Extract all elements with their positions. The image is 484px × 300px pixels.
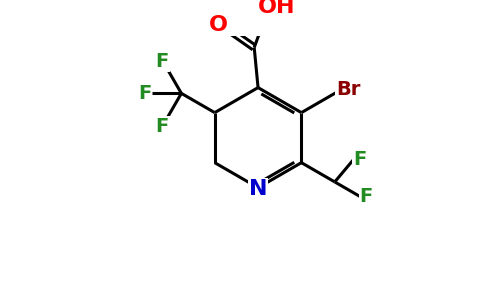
Text: Br: Br [336,80,361,99]
Text: O: O [209,15,227,34]
Text: F: F [155,117,169,136]
Text: N: N [249,179,267,199]
Text: F: F [155,52,169,71]
Text: F: F [360,187,373,206]
Text: OH: OH [258,0,296,17]
Text: F: F [353,150,366,169]
Text: F: F [138,84,151,103]
